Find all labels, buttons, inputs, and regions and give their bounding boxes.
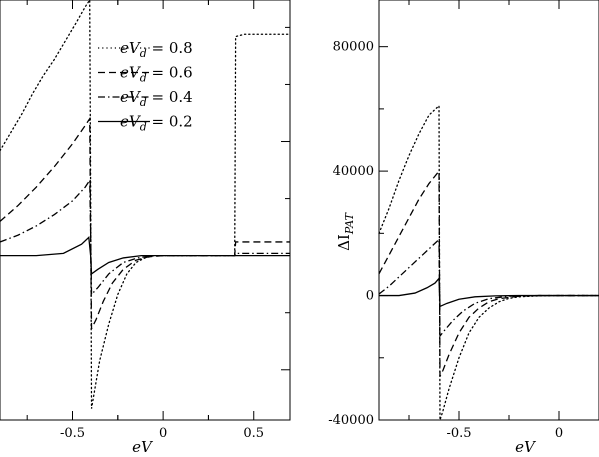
right-x-axis-label: eV [515, 438, 537, 456]
series-line-solid [0, 236, 290, 276]
right-y-axis-label-main: ΔI [335, 234, 353, 251]
series-line-dashed [378, 169, 599, 377]
right-y-axis-label: ΔIPAT [335, 211, 356, 250]
series-line-dotted [378, 104, 599, 421]
legend-label-sub: d [140, 47, 147, 60]
right-y-axis-label-sub: PAT [343, 211, 356, 235]
left-plot-frame [0, 0, 291, 421]
y-tick-label: -40000 [328, 413, 374, 428]
legend-label: eVd = 0.6 [120, 64, 193, 85]
y-tick-label: 80000 [333, 40, 374, 55]
y-tick-label: 40000 [333, 164, 374, 179]
series-line-dashdot [378, 238, 599, 338]
legend-label-sub: d [140, 121, 147, 134]
legend-label-var: eV [120, 113, 142, 131]
x-tick-label: 0.5 [243, 426, 264, 441]
legend-label-value: = 0.2 [147, 113, 193, 131]
right-plot-frame [378, 0, 599, 421]
legend-label-sub: d [140, 72, 147, 85]
left-series [0, 0, 291, 409]
x-tick-label: -0.5 [446, 426, 471, 441]
legend-label: eVd = 0.4 [120, 88, 193, 109]
right-series [378, 104, 599, 421]
series-line-solid [379, 276, 599, 308]
legend-label-value: = 0.8 [147, 39, 193, 57]
y-tick-label: 0 [366, 289, 374, 304]
right-tick-labels: -0.5 0 -40000 0 40000 80000 [328, 40, 563, 441]
legend-label-sub: d [140, 96, 147, 109]
series-line-dashed [0, 116, 290, 329]
legend-label-value: = 0.6 [147, 64, 193, 82]
x-tick-label: -0.5 [60, 426, 85, 441]
legend-label: eVd = 0.2 [120, 113, 193, 134]
right-chart: -0.5 0 -40000 0 40000 80000 eV ΔIPAT [328, 0, 599, 456]
x-tick-label: 0 [159, 426, 167, 441]
legend-label-var: eV [120, 39, 142, 57]
left-ticks [26, 0, 290, 420]
series-line-dashdot [0, 178, 290, 297]
series-line-dotted [0, 0, 291, 409]
right-ticks [379, 0, 560, 421]
legend-label-value: = 0.4 [147, 88, 193, 106]
legend-label: eVd = 0.8 [120, 39, 193, 60]
left-x-axis-label: eV [132, 438, 154, 456]
left-tick-labels: -0.5 0 0.5 [60, 426, 264, 441]
x-tick-label: 0 [555, 426, 563, 441]
legend-label-var: eV [120, 64, 142, 82]
legend-label-var: eV [120, 88, 142, 106]
